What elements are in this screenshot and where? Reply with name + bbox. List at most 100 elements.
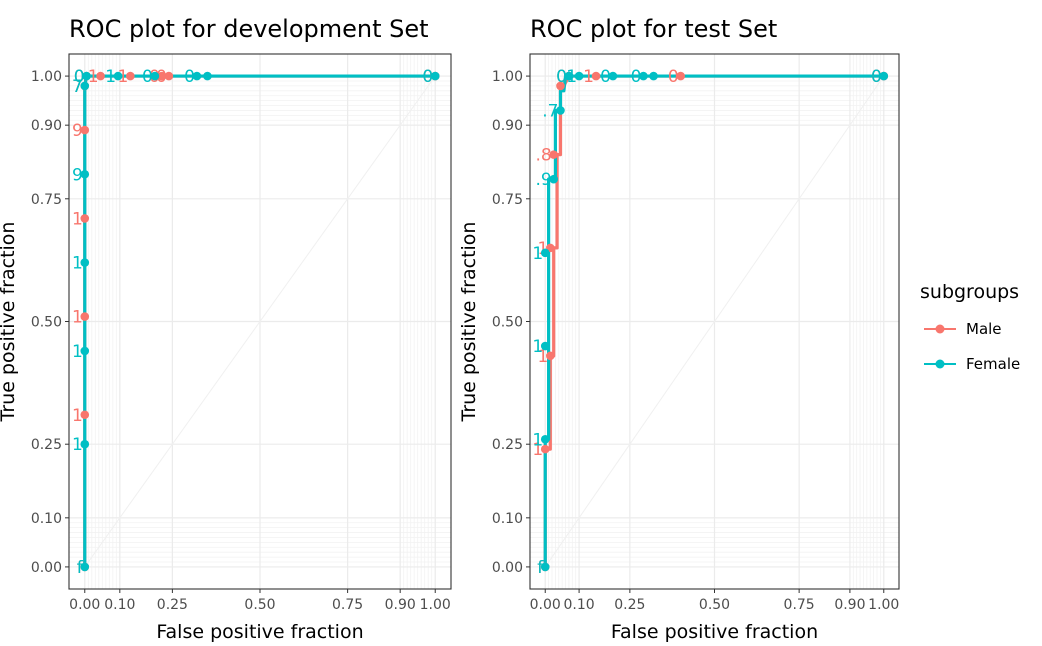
cutoff-point-female <box>540 434 550 444</box>
cutoff-point-male <box>96 71 105 81</box>
x-tick-label: 1.00 <box>420 597 451 613</box>
cutoff-point-female <box>82 71 91 81</box>
cutoff-point-female <box>564 71 574 81</box>
cutoff-point-male <box>80 410 90 420</box>
y-tick-label: 1.00 <box>492 69 523 85</box>
y-tick-label: 0.10 <box>492 511 523 527</box>
cutoff-label-male: 0 <box>74 67 85 87</box>
cutoff-point-male <box>80 125 90 135</box>
cutoff-point-female <box>549 174 558 184</box>
legend-label-male: Male <box>966 320 1002 338</box>
y-tick-label: 0.25 <box>31 437 62 453</box>
cutoff-label-female: 1 <box>72 342 83 362</box>
cutoff-label-male: 1 <box>72 406 83 426</box>
cutoff-point-male <box>80 312 90 321</box>
roc-line-female <box>543 74 884 567</box>
y-tick-label: 1.00 <box>31 69 62 85</box>
cutoff-point-female <box>574 71 584 81</box>
y-tick-label: 0.90 <box>492 118 523 134</box>
cutoff-point-male <box>676 71 685 81</box>
cutoff-point-female <box>639 71 648 81</box>
cutoff-label-male: 0 <box>422 67 433 87</box>
x-tick-label: 0.90 <box>385 597 416 613</box>
cutoff-label-female: 7 <box>72 77 83 97</box>
cutoff-point-male <box>126 71 135 81</box>
cutoff-label-male: 1 <box>72 308 83 328</box>
x-axis-title: False positive fraction <box>156 621 363 643</box>
x-tick-label: 0.50 <box>244 597 275 613</box>
y-axis-title: True positive fraction <box>458 222 480 423</box>
cutoff-label-male: f <box>537 558 544 578</box>
cutoff-label-male: 0 <box>668 67 679 87</box>
roc-panels: f11197011000f11197010000.000.100.250.500… <box>0 15 900 643</box>
cutoff-point-female <box>80 439 90 449</box>
x-axis-title: False positive fraction <box>611 621 818 643</box>
cutoff-label-female: .7 <box>542 101 558 121</box>
plot-area: f11197011000f1119701000 <box>72 67 440 578</box>
cutoff-label-female: 0 <box>184 67 195 87</box>
cutoff-label-female: 0 <box>600 67 611 87</box>
cutoff-point-male <box>164 71 174 81</box>
cutoff-point-female <box>150 71 160 81</box>
cutoff-label-female: .9 <box>535 170 551 190</box>
panel-development: f11197011000f11197010000.000.100.250.500… <box>0 15 452 643</box>
cutoff-point-female <box>80 258 90 267</box>
cutoff-label-male: 0 <box>871 67 882 87</box>
cutoff-point-male <box>546 351 555 361</box>
y-tick-label: 0.50 <box>492 315 523 331</box>
axes: 0.000.100.250.500.750.901.000.00 0.10 0.25… <box>31 69 451 613</box>
cutoff-label-female: 9 <box>72 165 83 185</box>
cutoff-point-male <box>157 71 167 81</box>
x-tick-label: 0.25 <box>614 597 645 613</box>
cutoff-label-male: 0 <box>156 67 167 87</box>
x-tick-label: 0.75 <box>784 597 815 613</box>
x-tick-label: 1.00 <box>868 597 899 613</box>
x-tick-label: 0.25 <box>157 597 188 613</box>
cutoff-label-male: .8 <box>535 146 551 166</box>
y-tick-label: 0.00 <box>31 560 62 576</box>
legend-key-point-female <box>935 359 945 369</box>
cutoff-point-female <box>192 71 202 81</box>
cutoff-point-female <box>540 341 550 351</box>
cutoff-point-female <box>430 71 440 81</box>
cutoff-label-male: 1 <box>537 239 548 259</box>
y-tick-label: 0.10 <box>31 511 62 527</box>
y-tick-label: 0.75 <box>31 192 62 208</box>
cutoff-label-female: 1 <box>72 254 83 274</box>
cutoff-label-female: f <box>537 558 544 578</box>
cutoff-label-female: 0 <box>631 67 642 87</box>
cutoff-label-male: 1 <box>583 67 594 87</box>
diagonal-reference <box>544 75 885 568</box>
cutoff-point-female <box>540 562 550 572</box>
cutoff-label-female: 1 <box>532 430 543 450</box>
legend-title: subgroups <box>920 281 1019 303</box>
y-tick-label: 0.90 <box>31 118 62 134</box>
cutoff-point-male <box>549 150 558 159</box>
cutoff-label-female: 1 <box>72 435 83 455</box>
cutoff-label-male: f <box>77 558 84 578</box>
cutoff-point-female <box>649 71 658 81</box>
y-tick-label: 0.50 <box>31 315 62 331</box>
legend: subgroups Male Female <box>920 281 1020 373</box>
x-tick-label: 0.75 <box>332 597 363 613</box>
legend-item-male: Male <box>924 320 1002 338</box>
cutoff-point-female <box>80 169 90 179</box>
cutoff-label-female: 0 <box>871 67 882 87</box>
cutoff-label-female: 1 <box>532 244 543 264</box>
gridlines <box>530 54 899 589</box>
cutoff-point-female <box>879 71 889 81</box>
cutoff-label-male: 1 <box>72 209 83 229</box>
cutoff-point-female <box>556 106 565 115</box>
cutoff-label-male: 1 <box>118 67 129 87</box>
cutoff-point-male <box>556 81 565 91</box>
chart-title-test: ROC plot for test Set <box>530 15 777 43</box>
cutoff-label-male: 1 <box>537 347 548 367</box>
cutoff-label-male: 0 <box>556 67 567 87</box>
diagonal-reference <box>84 75 436 568</box>
x-tick-label: 0.00 <box>69 597 100 613</box>
legend-label-female: Female <box>966 355 1020 373</box>
x-tick-label: 0.00 <box>530 597 561 613</box>
